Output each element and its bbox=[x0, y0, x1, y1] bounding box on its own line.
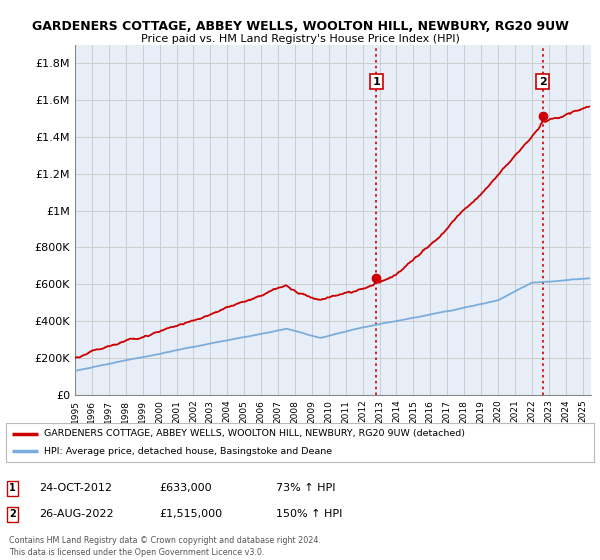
Text: £1,515,000: £1,515,000 bbox=[159, 509, 222, 519]
Text: Price paid vs. HM Land Registry's House Price Index (HPI): Price paid vs. HM Land Registry's House … bbox=[140, 34, 460, 44]
Text: 73% ↑ HPI: 73% ↑ HPI bbox=[276, 483, 335, 493]
Text: £633,000: £633,000 bbox=[159, 483, 212, 493]
Text: 1: 1 bbox=[9, 483, 16, 493]
Text: 26-AUG-2022: 26-AUG-2022 bbox=[39, 509, 113, 519]
Text: GARDENERS COTTAGE, ABBEY WELLS, WOOLTON HILL, NEWBURY, RG20 9UW (detached): GARDENERS COTTAGE, ABBEY WELLS, WOOLTON … bbox=[44, 430, 465, 438]
Text: 1: 1 bbox=[373, 77, 380, 87]
Text: 24-OCT-2012: 24-OCT-2012 bbox=[39, 483, 112, 493]
Text: GARDENERS COTTAGE, ABBEY WELLS, WOOLTON HILL, NEWBURY, RG20 9UW: GARDENERS COTTAGE, ABBEY WELLS, WOOLTON … bbox=[32, 20, 568, 32]
Text: Contains HM Land Registry data © Crown copyright and database right 2024.
This d: Contains HM Land Registry data © Crown c… bbox=[9, 536, 321, 557]
Text: 2: 2 bbox=[9, 509, 16, 519]
Text: 150% ↑ HPI: 150% ↑ HPI bbox=[276, 509, 343, 519]
Text: 2: 2 bbox=[539, 77, 547, 87]
Text: HPI: Average price, detached house, Basingstoke and Deane: HPI: Average price, detached house, Basi… bbox=[44, 446, 332, 455]
